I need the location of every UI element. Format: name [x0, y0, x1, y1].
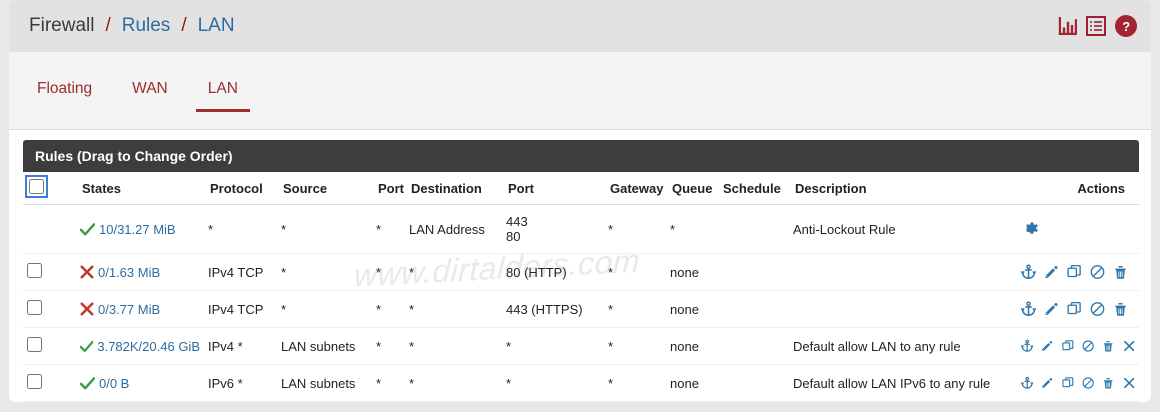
svg-text:?: ?	[1122, 19, 1130, 34]
